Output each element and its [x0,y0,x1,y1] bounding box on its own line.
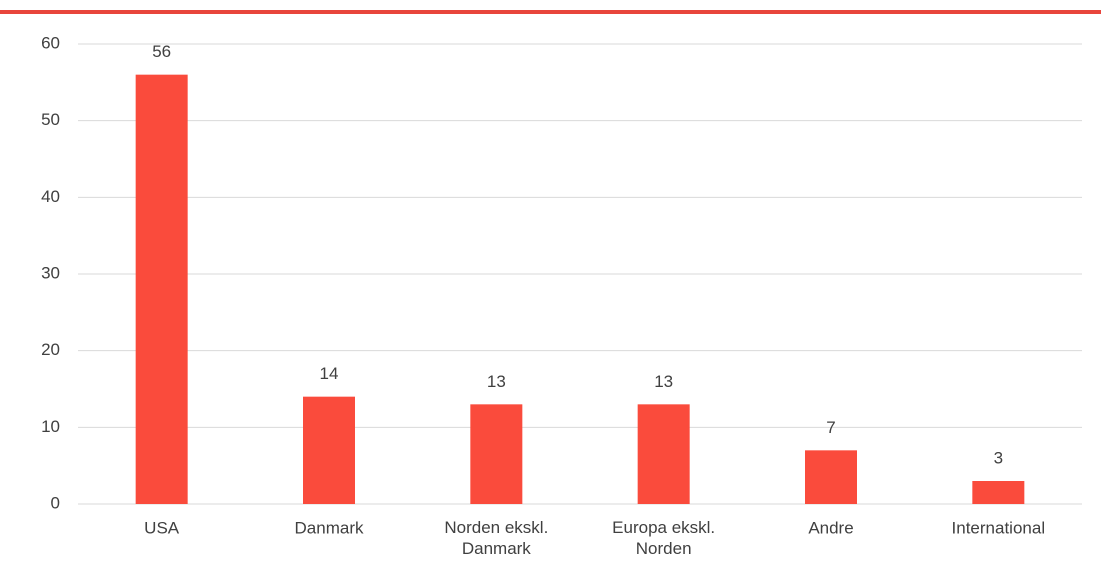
x-tick-label: International [952,518,1046,537]
x-tick-label: Danmark [295,518,364,537]
y-tick-label: 50 [41,110,60,129]
x-tick-label: Andre [808,518,853,537]
data-label: 13 [654,372,673,391]
bar [637,404,690,504]
bar [972,481,1025,504]
bar [470,404,523,504]
bar [135,74,188,505]
y-tick-label: 40 [41,187,60,206]
y-tick-label: 30 [41,263,60,282]
x-tick-label: Norden ekskl. Danmark [444,518,548,558]
y-tick-label: 0 [51,493,60,512]
data-label: 7 [826,418,835,437]
bar [805,450,857,504]
data-label: 56 [152,42,171,61]
x-tick-label: USA [144,518,180,537]
x-tick-label: Europa ekskl. Norden [612,518,715,558]
y-tick-label: 20 [41,340,60,359]
y-tick-label: 60 [41,33,60,52]
data-label: 14 [320,364,339,383]
data-label: 13 [487,372,506,391]
data-label: 3 [994,448,1003,467]
top-rule [0,10,1101,14]
y-tick-label: 10 [41,417,60,436]
bar [303,396,355,504]
